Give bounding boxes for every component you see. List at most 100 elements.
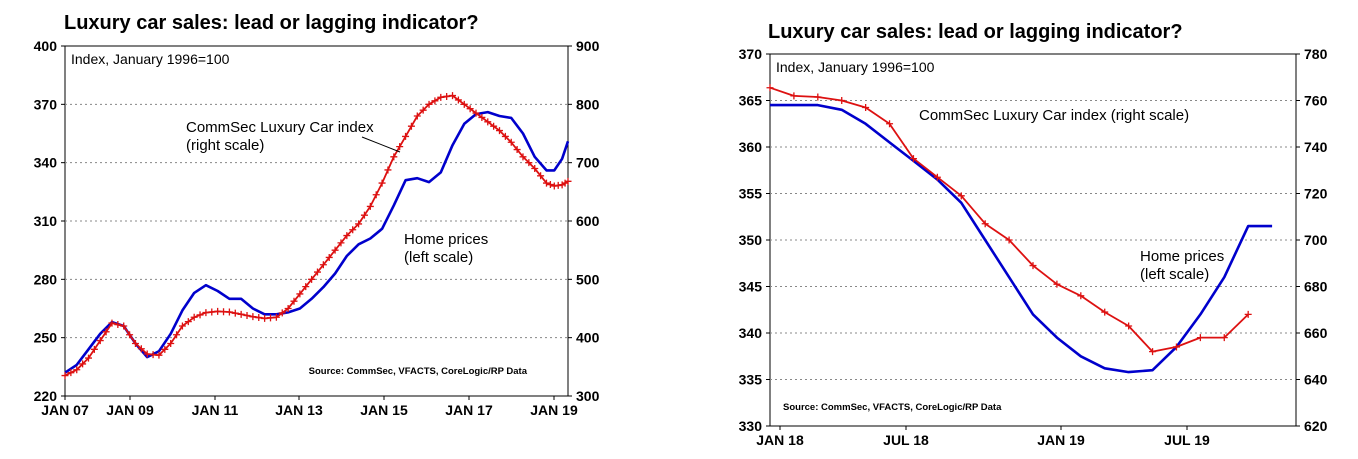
luxury-car-index-marker <box>478 113 486 121</box>
left-axis-tick-label: 350 <box>739 232 763 248</box>
luxury-car-index-marker <box>178 322 186 330</box>
left-axis-tick-label: 370 <box>34 96 58 112</box>
luxury-car-index-marker <box>255 314 263 322</box>
right-chart-title: Luxury car sales: lead or lagging indica… <box>768 21 1183 43</box>
luxury-car-index-marker <box>184 318 192 326</box>
left-axis-tick-label: 310 <box>34 213 58 229</box>
home-prices-annotation: (left scale) <box>1140 266 1209 283</box>
luxury-car-index-marker <box>355 220 363 228</box>
luxury-car-index-marker <box>933 173 941 181</box>
luxury-car-index-marker <box>449 92 457 100</box>
left-chart-title: Luxury car sales: lead or lagging indica… <box>64 12 479 34</box>
chart-subtitle: Index, January 1996=100 <box>776 59 935 75</box>
luxury-car-index-marker <box>220 308 228 316</box>
luxury-car-index-marker <box>202 309 210 317</box>
luxury-car-index-marker <box>214 307 222 315</box>
left-axis-tick-label: 330 <box>739 418 763 434</box>
luxury-car-index-marker <box>360 211 368 219</box>
x-axis-tick-label: JUL 18 <box>883 432 929 448</box>
luxury-car-index-marker <box>766 84 774 92</box>
luxury-car-index-marker <box>313 268 321 276</box>
left-axis-tick-label: 345 <box>739 279 763 295</box>
luxury-car-index-marker <box>490 122 498 130</box>
right-axis-tick-label: 400 <box>576 330 600 346</box>
luxury-car-annotation: CommSec Luxury Car index <box>186 119 374 136</box>
luxury-car-index-marker <box>1172 343 1180 351</box>
luxury-car-index-marker <box>472 109 480 117</box>
luxury-car-index-marker <box>278 309 286 317</box>
plot-area <box>769 53 1297 427</box>
annotation-leader-line <box>361 136 401 153</box>
luxury-car-index-marker <box>1220 334 1228 342</box>
luxury-car-index-marker <box>1005 236 1013 244</box>
luxury-car-index-marker <box>284 305 292 312</box>
luxury-car-index-marker <box>190 313 198 321</box>
right-axis-tick-label: 300 <box>576 388 600 404</box>
chart-source: Source: CommSec, VFACTS, CoreLogic/RP Da… <box>783 402 1002 413</box>
luxury-car-index-marker <box>1244 310 1252 318</box>
luxury-car-index-marker <box>155 351 163 359</box>
luxury-car-index-marker <box>525 159 533 167</box>
left-axis-tick-label: 280 <box>34 271 58 287</box>
luxury-car-index-marker <box>431 97 439 105</box>
luxury-car-index-marker <box>108 319 116 327</box>
home-prices-annotation: Home prices <box>1140 248 1224 265</box>
luxury-car-index-marker <box>90 345 98 353</box>
luxury-car-index-marker <box>981 220 989 228</box>
luxury-car-index-marker <box>272 313 280 321</box>
luxury-car-index-marker <box>513 146 521 154</box>
luxury-car-index-marker <box>1077 292 1085 300</box>
luxury-car-index-marker <box>413 112 421 120</box>
left-axis-tick-label: 220 <box>34 388 58 404</box>
right-axis-tick-label: 740 <box>1304 139 1328 155</box>
luxury-car-index-marker <box>419 106 427 114</box>
x-axis-tick-label: JAN 17 <box>445 402 493 418</box>
left-axis-tick-label: 335 <box>739 372 763 388</box>
right-chart-panel: Luxury car sales: lead or lagging indica… <box>690 0 1358 459</box>
luxury-car-index-marker <box>349 226 357 234</box>
right-axis-tick-label: 700 <box>1304 232 1328 248</box>
luxury-car-index-marker <box>402 132 410 140</box>
luxury-car-index-marker <box>1101 308 1109 316</box>
luxury-car-index-marker <box>167 340 175 347</box>
luxury-car-index-marker <box>1053 280 1061 288</box>
luxury-car-index-marker <box>507 138 515 146</box>
luxury-car-index-marker <box>143 350 151 358</box>
luxury-car-index-marker <box>407 122 415 130</box>
luxury-car-index-marker <box>501 132 509 140</box>
luxury-car-index-marker <box>519 153 527 161</box>
right-axis-tick-label: 640 <box>1304 372 1328 388</box>
luxury-car-index-marker <box>484 118 492 126</box>
luxury-car-index-marker <box>231 309 239 317</box>
luxury-car-index-marker <box>390 153 398 161</box>
luxury-car-index-marker <box>537 172 545 180</box>
x-axis-tick-label: JAN 09 <box>106 402 154 418</box>
luxury-car-index-marker <box>495 127 503 135</box>
luxury-car-index-marker <box>161 345 169 353</box>
luxury-car-index-marker <box>249 313 257 321</box>
luxury-car-index-marker <box>331 246 339 254</box>
left-chart-svg: 220 250 280 310 340 370 400 300 400 500 600 700 800 9… <box>34 38 600 418</box>
luxury-car-index-marker <box>61 372 69 380</box>
luxury-car-index-marker <box>957 192 965 200</box>
luxury-car-index-marker <box>126 331 134 339</box>
luxury-car-index-marker <box>296 290 304 298</box>
luxury-car-index-marker <box>384 166 392 174</box>
right-chart-svg: 330 335 340 345 350 355 360 365 370 620 640 660 680 7… <box>739 46 1328 448</box>
home-prices-annotation: (left scale) <box>404 249 473 266</box>
luxury-car-index-marker <box>243 312 251 319</box>
luxury-car-index-marker <box>261 314 269 322</box>
luxury-car-index-marker <box>319 261 327 269</box>
home-prices-line <box>770 103 1273 374</box>
right-axis-tick-label: 760 <box>1304 93 1328 109</box>
luxury-car-index-marker <box>114 321 122 329</box>
luxury-car-index-marker <box>131 340 139 347</box>
x-axis-tick-label: JAN 13 <box>275 402 323 418</box>
luxury-car-index-marker <box>196 311 204 319</box>
luxury-car-index-marker <box>838 97 846 104</box>
x-axis-tick-label: JAN 11 <box>192 402 239 418</box>
right-axis-tick-label: 660 <box>1304 325 1328 341</box>
luxury-car-index-marker <box>325 253 333 261</box>
chart-source: Source: CommSec, VFACTS, CoreLogic/RP Da… <box>309 366 528 377</box>
luxury-car-index-marker <box>120 322 128 330</box>
